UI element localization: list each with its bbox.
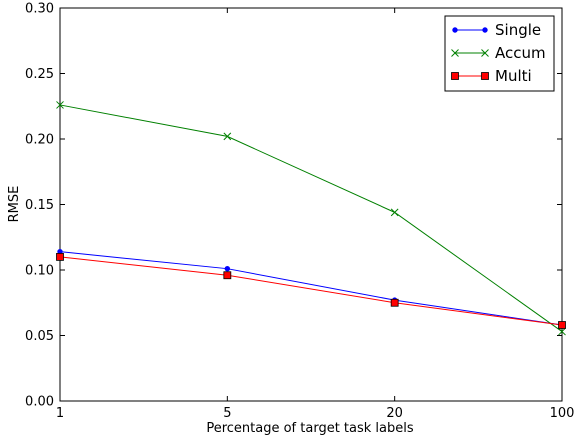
legend-marker-multi [481,72,489,80]
series-accum [56,101,566,336]
legend-marker-accum [451,49,459,57]
data-point-multi [390,298,399,307]
data-point-accum [56,101,64,109]
series-line-accum [59,104,563,332]
y-tick-label: 0.05 [25,329,54,344]
legend-marker-single [452,27,458,33]
y-tick-label: 0.15 [25,198,54,213]
legend-label-single: Single [495,21,541,39]
x-tick-label: 5 [223,406,231,421]
legend-marker-multi [451,72,459,80]
y-tick-label: 0.25 [25,67,54,82]
data-point-multi [558,321,566,329]
data-point-accum [558,327,566,336]
data-point-multi [223,271,232,280]
legend-item-multi: Multi [451,67,532,85]
y-axis-label: RMSE [7,186,22,223]
x-axis-label: Percentage of target task labels [206,421,414,436]
legend-marker-accum [481,49,489,57]
series-line-single [59,251,563,326]
series-multi [56,252,566,329]
y-tick-label: 0.00 [25,395,54,410]
data-point-multi [56,252,64,261]
x-axis: 1 5 20 100 [56,8,575,421]
x-tick-label: 20 [386,406,403,421]
data-point-accum [390,208,399,217]
y-axis: 0.00 0.05 0.10 0.15 0.20 0.25 0.30 [25,2,562,410]
legend-label-accum: Accum [495,44,546,62]
legend-marker-single [482,27,488,33]
x-tick-label: 100 [550,406,575,421]
legend-label-multi: Multi [495,67,532,85]
y-tick-label: 0.20 [25,133,54,148]
data-point-single [224,265,231,272]
y-tick-label: 0.30 [25,2,54,17]
legend: Single Accum Multi [444,15,555,92]
x-tick-label: 1 [56,406,64,421]
legend-item-accum: Accum [451,44,546,62]
y-tick-label: 0.10 [25,264,54,279]
series-line-multi [59,256,563,326]
legend-item-single: Single [452,21,541,39]
series-layer [56,101,566,336]
data-point-accum [223,132,232,141]
